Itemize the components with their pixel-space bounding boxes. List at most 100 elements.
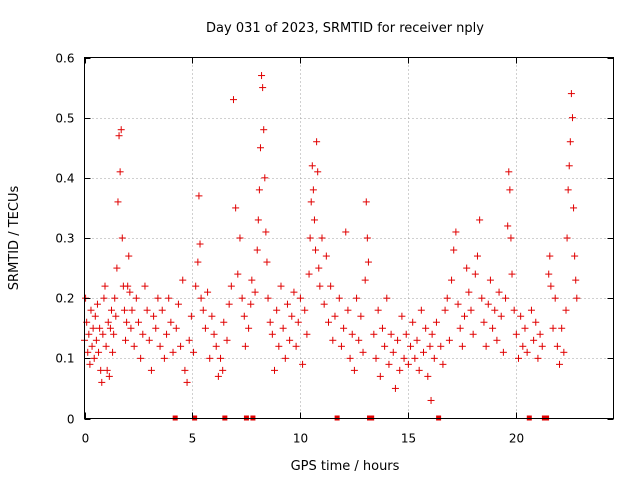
data-point <box>125 252 133 260</box>
data-point <box>486 276 494 284</box>
data-point <box>385 360 393 368</box>
data-point <box>564 186 572 194</box>
data-point <box>357 312 365 320</box>
data-point <box>132 294 140 302</box>
data-point <box>92 336 100 344</box>
data-point <box>467 306 475 314</box>
data-point <box>318 234 326 242</box>
data-point <box>102 342 110 350</box>
data-point <box>271 366 279 374</box>
data-point <box>105 372 113 380</box>
data-point <box>217 354 225 362</box>
data-point <box>374 306 382 314</box>
data-point <box>353 294 361 302</box>
data-point <box>570 204 578 212</box>
data-point <box>565 162 573 170</box>
data-point <box>573 294 581 302</box>
data-point <box>107 306 115 314</box>
data-point <box>206 354 214 362</box>
data-point <box>299 360 307 368</box>
data-point <box>212 342 220 350</box>
data-point <box>346 354 354 362</box>
data-point <box>530 336 538 344</box>
data-point <box>183 378 191 386</box>
data-point <box>437 342 445 350</box>
data-point <box>430 354 438 362</box>
data-point <box>160 354 168 362</box>
data-point <box>363 234 371 242</box>
data-point <box>118 234 126 242</box>
y-tick-label: 0.3 <box>55 232 74 246</box>
data-point <box>263 258 271 266</box>
data-point <box>99 330 107 338</box>
data-point <box>101 282 109 290</box>
data-point <box>532 318 540 326</box>
data-points-layer <box>81 72 581 404</box>
data-point <box>179 276 187 284</box>
data-point <box>147 366 155 374</box>
data-point <box>443 294 451 302</box>
data-point <box>177 342 185 350</box>
data-point <box>327 282 335 290</box>
data-point <box>378 324 386 332</box>
data-point <box>97 366 105 374</box>
data-point <box>286 336 294 344</box>
data-point <box>174 300 182 308</box>
data-point <box>381 342 389 350</box>
data-point <box>508 270 516 278</box>
data-point <box>128 306 136 314</box>
data-point <box>398 312 406 320</box>
data-point <box>268 330 276 338</box>
data-point <box>110 330 118 338</box>
data-point <box>396 366 404 374</box>
data-point <box>355 336 363 344</box>
data-point <box>192 282 200 290</box>
data-point <box>491 306 499 314</box>
data-point <box>527 306 535 314</box>
data-point <box>194 258 202 266</box>
data-point <box>185 336 193 344</box>
data-point <box>417 306 425 314</box>
data-point <box>204 288 212 296</box>
data-point <box>484 300 492 308</box>
data-point <box>229 96 237 104</box>
data-point <box>85 330 93 338</box>
data-point <box>409 318 417 326</box>
data-point <box>427 396 435 404</box>
data-point <box>196 240 204 248</box>
data-point <box>507 234 515 242</box>
data-point <box>465 288 473 296</box>
data-point <box>236 234 244 242</box>
data-point <box>254 216 262 224</box>
tick-label-layer: 0 5 10 15 20 0 0.1 0.2 0.3 0.4 0.5 0.6 <box>55 52 524 446</box>
data-point <box>315 264 323 272</box>
data-point <box>241 342 249 350</box>
data-point <box>505 168 513 176</box>
data-point <box>551 294 559 302</box>
data-point <box>473 252 481 260</box>
data-point <box>359 348 367 356</box>
data-point <box>219 366 227 374</box>
data-point <box>383 294 391 302</box>
data-point <box>139 330 147 338</box>
data-point <box>264 294 272 302</box>
data-point <box>342 228 350 236</box>
chart-title: Day 031 of 2023, SRMTID for receiver npl… <box>206 21 484 36</box>
data-point <box>96 324 104 332</box>
data-point <box>400 354 408 362</box>
data-point <box>199 306 207 314</box>
data-point <box>258 72 266 80</box>
data-point <box>534 354 542 362</box>
data-point <box>308 162 316 170</box>
data-point <box>502 294 510 302</box>
data-point <box>223 336 231 344</box>
data-point <box>227 282 235 290</box>
data-point <box>556 360 564 368</box>
data-point <box>461 312 469 320</box>
data-point <box>426 342 434 350</box>
data-point <box>370 330 378 338</box>
data-point <box>445 336 453 344</box>
data-point <box>181 366 189 374</box>
data-point <box>463 264 471 272</box>
data-point <box>84 348 92 356</box>
